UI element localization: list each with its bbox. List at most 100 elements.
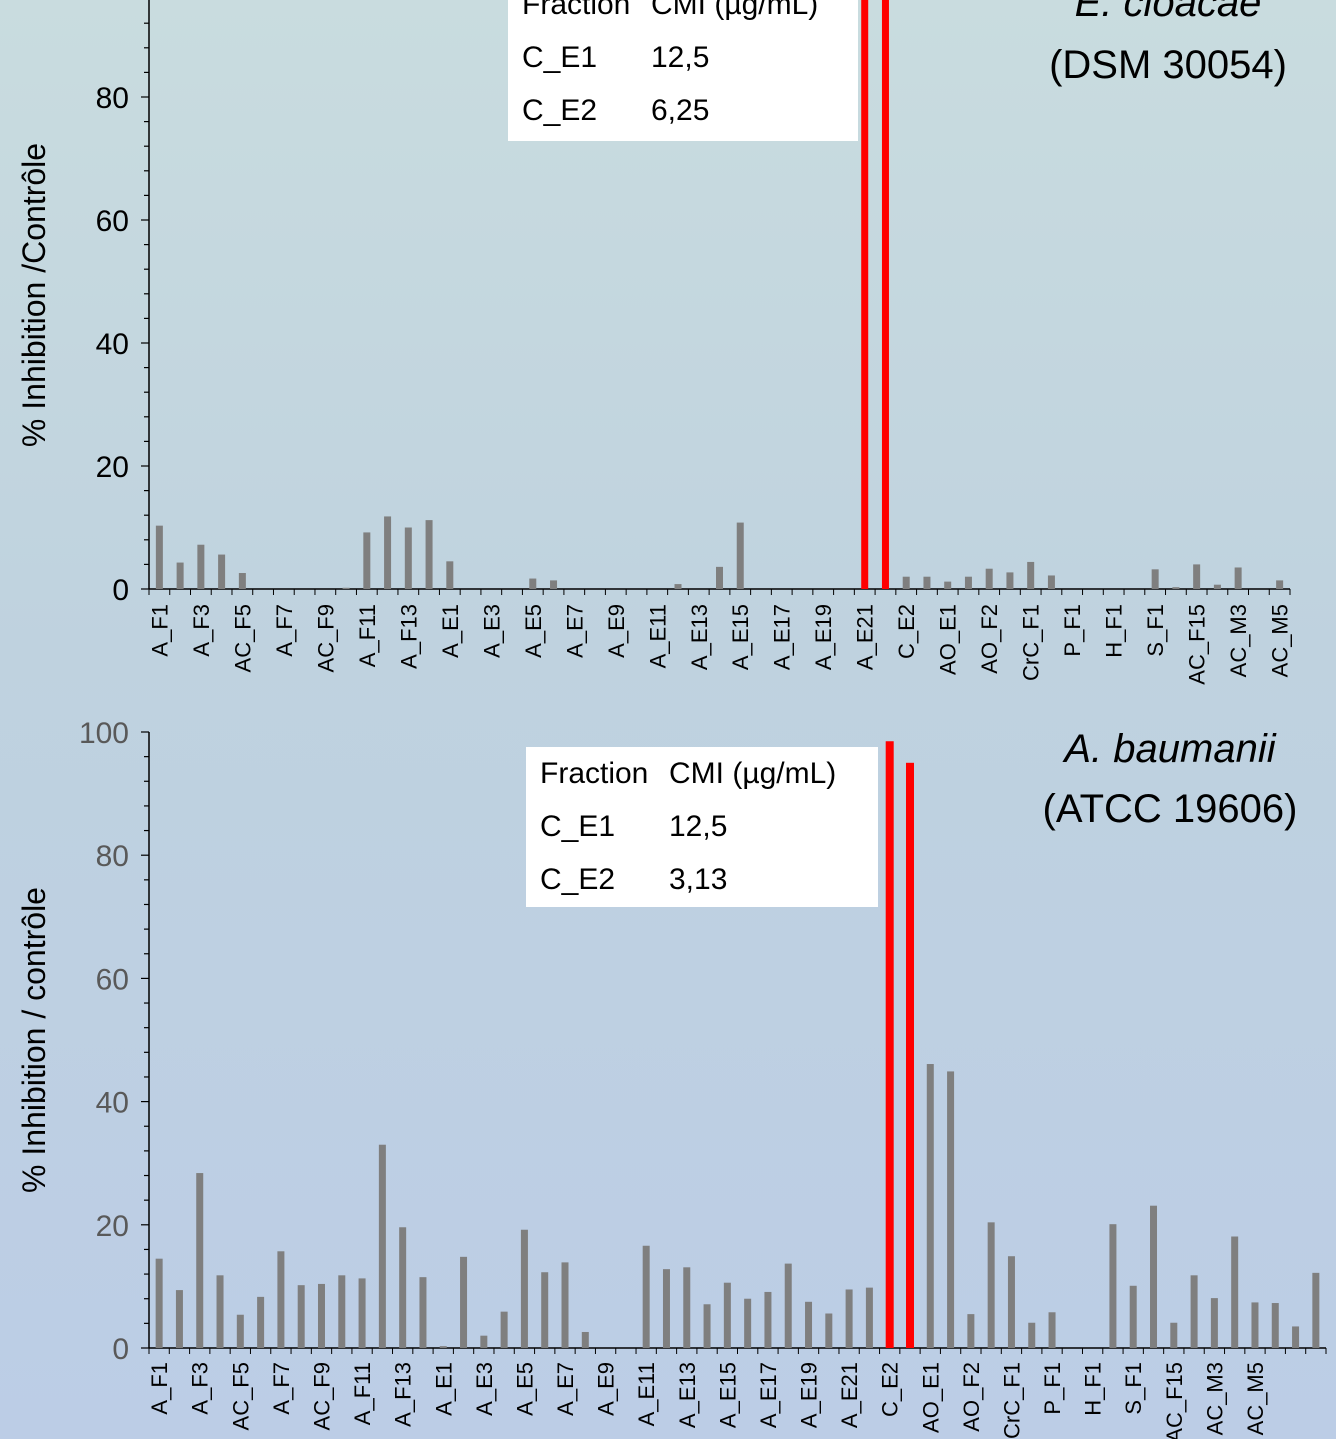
x-tick-label: A_E7	[562, 604, 587, 658]
x-tick-label: A_F11	[355, 604, 380, 667]
x-tick-label: P_F1	[1040, 1362, 1065, 1415]
x-tick-label: AC_F15	[1162, 1362, 1187, 1439]
x-tick-label: A_E3	[479, 604, 504, 658]
bar	[923, 576, 931, 589]
mic-table-row: C_E2 3,13	[526, 853, 878, 906]
y-tick-label: 20	[96, 1210, 129, 1243]
bar	[297, 1285, 305, 1348]
bar	[1271, 1303, 1279, 1348]
x-tick-label: A_E1	[431, 1362, 456, 1416]
x-tick-label: A_E19	[797, 1362, 822, 1428]
bar	[363, 532, 371, 589]
bar	[1312, 1272, 1320, 1348]
bar	[480, 1335, 488, 1348]
bar	[446, 561, 454, 589]
x-tick-label: A_E9	[594, 1362, 619, 1416]
bar	[1234, 567, 1242, 589]
bar	[1027, 561, 1035, 589]
table-cell-fraction: C_E2	[522, 93, 598, 127]
x-tick-label: A_E7	[553, 1362, 578, 1416]
bar	[764, 1291, 772, 1348]
mic-table-header: Fraction CMI (µg/mL)	[508, 0, 858, 31]
x-tick-label: AC_F5	[228, 1362, 253, 1430]
bar	[561, 1262, 569, 1348]
x-tick-label: AC_F9	[313, 604, 338, 672]
strain-label: (ATCC 19606)	[1043, 787, 1298, 831]
bar	[1292, 1326, 1300, 1348]
bar	[947, 1071, 955, 1348]
bar	[384, 516, 392, 589]
table-cell-cmi: 12,5	[651, 40, 710, 74]
highlight-bar	[885, 741, 894, 1348]
bar	[419, 1277, 427, 1348]
bar	[825, 1313, 833, 1348]
bar	[257, 1296, 265, 1348]
table-header-fraction: Fraction	[540, 756, 649, 790]
bar	[1151, 569, 1159, 589]
table-cell-fraction: C_E2	[540, 862, 616, 896]
x-tick-label: A_F7	[272, 604, 297, 657]
bar	[581, 1331, 589, 1348]
x-tick-label: A_E13	[675, 1362, 700, 1428]
bar	[683, 1267, 691, 1348]
bar	[404, 527, 412, 589]
bar	[1193, 564, 1201, 589]
x-tick-label: AO_F2	[977, 604, 1002, 674]
x-tick-label: AO_E1	[936, 604, 961, 675]
y-tick-label: 40	[96, 1087, 129, 1120]
bar	[744, 1298, 752, 1348]
mic-table-header: Fraction CMI (µg/mL)	[526, 747, 878, 800]
bar	[1170, 1322, 1178, 1348]
x-tick-label: A_E3	[472, 1362, 497, 1416]
bar	[460, 1256, 468, 1348]
x-tick-label: AO_E1	[918, 1362, 943, 1433]
bar	[987, 1222, 995, 1348]
y-tick-label: 60	[96, 205, 129, 238]
x-tick-label: A_E9	[604, 604, 629, 658]
bar	[550, 580, 558, 589]
table-cell-fraction: C_E1	[522, 40, 598, 74]
bar	[723, 1282, 731, 1348]
chart-e-cloacae: 0 20 40 60 80 A_F1 A_F3 AC_F5 A_F7 AC_F9 A_F11 A_F1…	[16, 0, 1293, 685]
bar	[1231, 1236, 1239, 1348]
x-tick-label: A_E1	[438, 604, 463, 658]
x-tick-label: A_E11	[634, 1362, 659, 1426]
x-tick-label: CrC_F1	[999, 1362, 1024, 1439]
bar	[236, 1314, 244, 1348]
mic-table-row: C_E1 12,5	[508, 31, 858, 84]
y-axis-title: % Inhibition / contrôle	[16, 887, 52, 1193]
chart-a-baumanii: 0 20 40 60 80 100 A_F1 A_F3 AC_F5 A_F7 AC_F9 A_F11 A…	[16, 717, 1327, 1439]
strain-label: (DSM 30054)	[1049, 43, 1287, 87]
x-tick-label: A_E15	[728, 604, 753, 670]
bar	[1047, 575, 1055, 589]
bar	[1251, 1302, 1259, 1348]
bar	[703, 1304, 711, 1348]
x-tick-label: A_F13	[391, 1362, 416, 1427]
bar	[1150, 1205, 1158, 1348]
x-tick-label: A_E13	[687, 604, 712, 670]
bar	[277, 1251, 285, 1348]
bar	[338, 1275, 346, 1348]
bar	[358, 1278, 366, 1348]
x-tick-label: S_F1	[1121, 1362, 1146, 1415]
table-cell-cmi: 12,5	[669, 809, 728, 843]
x-tick-label: A_E21	[837, 1362, 862, 1428]
y-tick-label: 20	[96, 451, 129, 484]
y-tick-label: 60	[96, 963, 129, 996]
bar	[399, 1227, 407, 1348]
bar	[784, 1263, 792, 1348]
bar	[218, 554, 226, 589]
bar	[425, 520, 433, 589]
bar	[342, 587, 350, 589]
bar	[1213, 584, 1221, 589]
x-tick-label: A_F13	[396, 604, 421, 669]
x-tick-label: H_F1	[1081, 1362, 1106, 1416]
x-tick-label: AC_M5	[1268, 604, 1293, 677]
y-tick-label: 0	[112, 1333, 129, 1366]
highlight-bar	[861, 0, 869, 589]
bar	[529, 578, 537, 589]
bar	[902, 576, 910, 589]
y-tick-label: 80	[96, 82, 129, 115]
bar	[805, 1301, 813, 1348]
